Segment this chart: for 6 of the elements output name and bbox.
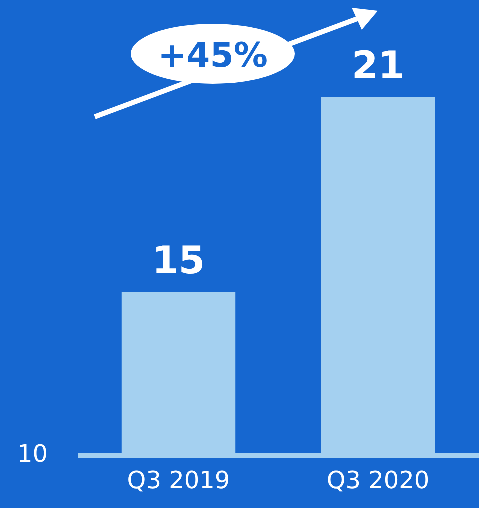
data-label: 15 [152, 238, 206, 282]
x-tick-label: Q3 2019 [127, 466, 230, 494]
data-label: 21 [352, 44, 405, 88]
annotation: 10 [17, 440, 48, 468]
annotation: +45% [158, 36, 268, 76]
x-tick-label: Q3 2020 [326, 466, 430, 494]
